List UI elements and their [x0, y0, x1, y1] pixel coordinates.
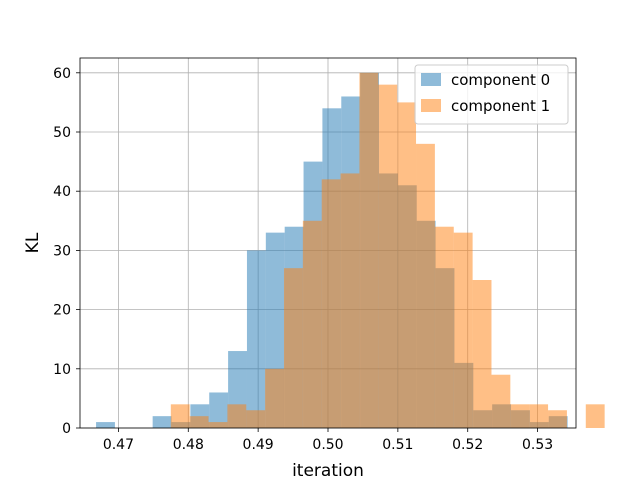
y-tick-label: 40 — [53, 184, 71, 200]
bar-series-1 — [227, 404, 247, 428]
x-tick-label: 0.52 — [452, 437, 483, 453]
y-axis-ticks: 0 10 20 30 40 50 60 — [53, 66, 80, 437]
bar-series-1 — [359, 72, 379, 429]
bar-series-0 — [152, 416, 172, 428]
bar-series-1 — [453, 232, 473, 428]
bar-series-1 — [283, 268, 303, 428]
y-tick-label: 60 — [53, 66, 71, 82]
y-tick-label: 50 — [53, 125, 71, 141]
bar-series-0 — [96, 422, 115, 428]
legend-label: component 1 — [451, 97, 550, 115]
x-tick-label: 0.53 — [522, 437, 553, 453]
bar-series-1 — [170, 404, 190, 428]
y-tick-label: 10 — [53, 362, 71, 378]
bar-series-1 — [340, 173, 360, 428]
bar-series-1 — [246, 410, 266, 428]
bar-series-1 — [416, 143, 435, 428]
bar-series-1 — [321, 179, 341, 428]
x-tick-label: 0.51 — [382, 437, 413, 453]
bar-series-1 — [585, 404, 605, 428]
bar-series-1 — [491, 374, 511, 428]
x-tick-label: 0.48 — [173, 437, 204, 453]
x-tick-label: 0.49 — [243, 437, 274, 453]
legend-box — [414, 64, 569, 125]
bar-series-1 — [510, 404, 530, 428]
bar-series-0 — [209, 392, 229, 428]
bar-series-1 — [548, 410, 567, 428]
x-tick-label: 0.50 — [312, 437, 343, 453]
y-axis-label: KL — [23, 232, 43, 253]
legend-label: component 0 — [451, 71, 550, 89]
bar-series-1 — [378, 84, 398, 428]
bar-series-1 — [208, 422, 228, 428]
x-axis-label: iteration — [292, 461, 364, 480]
bar-series-1 — [472, 280, 492, 428]
legend-swatch — [421, 99, 441, 112]
histogram-bars — [96, 72, 605, 429]
x-tick-label: 0.47 — [103, 437, 134, 453]
bar-series-1 — [302, 220, 322, 428]
bar-series-1 — [189, 416, 209, 428]
legend: component 0 component 1 — [414, 64, 569, 125]
legend-swatch — [421, 73, 441, 86]
bar-series-0 — [246, 250, 266, 428]
bar-series-1 — [397, 102, 417, 429]
bar-series-1 — [529, 404, 549, 428]
bar-series-1 — [265, 368, 284, 428]
y-tick-label: 20 — [53, 303, 71, 319]
y-tick-label: 0 — [62, 421, 71, 437]
x-axis-ticks: 0.47 0.48 0.49 0.50 0.51 0.52 0.53 — [103, 428, 553, 453]
y-tick-label: 30 — [53, 243, 71, 259]
bar-series-1 — [434, 226, 454, 428]
